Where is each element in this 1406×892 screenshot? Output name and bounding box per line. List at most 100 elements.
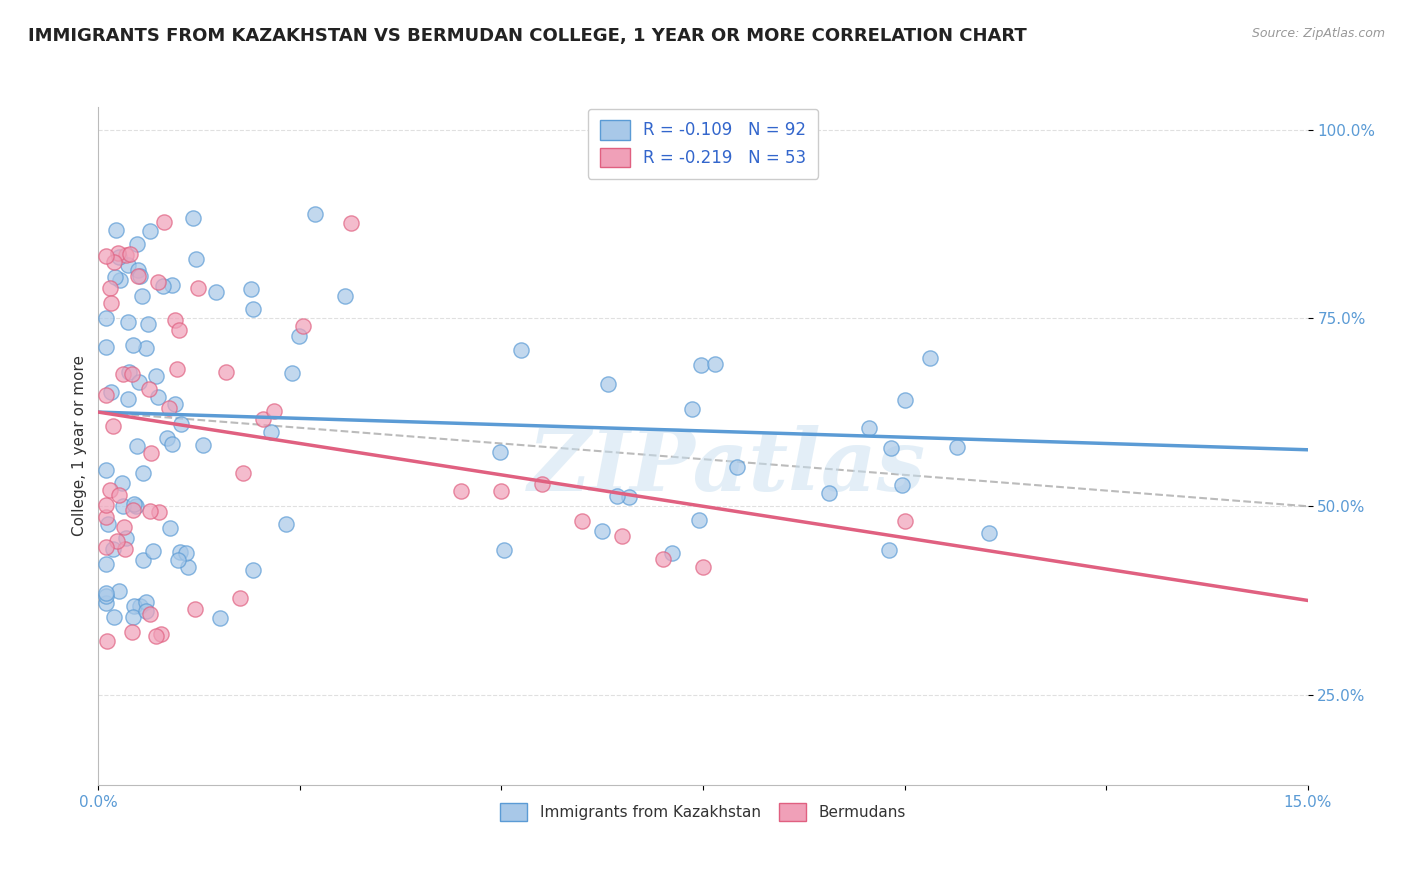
Point (333, 289, 356, 303)
Point (152, 279, 174, 293)
Point (661, 546, 683, 560)
Point (111, 475, 134, 490)
Point (651, 552, 673, 566)
Point (142, 543, 165, 558)
Point (232, 467, 254, 481)
Point (127, 263, 149, 277)
Point (184, 602, 207, 616)
Point (138, 504, 160, 518)
Point (184, 252, 207, 267)
Point (252, 412, 274, 426)
Point (114, 541, 136, 556)
Point (692, 559, 714, 574)
Point (97, 516, 120, 531)
Point (98, 483, 121, 497)
Y-axis label: College, 1 year or more: College, 1 year or more (72, 356, 87, 536)
Point (96, 310, 118, 325)
Point (105, 533, 128, 548)
Point (145, 369, 167, 384)
Point (858, 421, 880, 435)
Point (689, 358, 711, 372)
Point (108, 250, 131, 264)
Point (681, 401, 703, 416)
Point (96, 596, 118, 610)
Point (612, 529, 634, 543)
Point (146, 275, 169, 289)
Point (492, 542, 515, 557)
Point (169, 545, 191, 559)
Point (167, 552, 190, 566)
Point (121, 624, 143, 639)
Point (100, 281, 122, 295)
Point (117, 315, 139, 329)
Point (96, 340, 118, 354)
Point (918, 351, 941, 365)
Point (112, 367, 135, 381)
Point (96, 388, 118, 402)
Point (118, 365, 141, 379)
Point (617, 491, 640, 505)
Point (215, 365, 238, 379)
Point (117, 258, 139, 272)
Point (131, 289, 153, 303)
Point (127, 268, 149, 283)
Point (127, 439, 149, 453)
Point (107, 246, 129, 260)
Text: Source: ZipAtlas.com: Source: ZipAtlas.com (1251, 27, 1385, 40)
Point (340, 216, 363, 230)
Point (117, 392, 139, 407)
Point (107, 584, 129, 599)
Point (174, 546, 197, 560)
Point (209, 611, 232, 625)
Point (104, 223, 127, 237)
Point (274, 517, 297, 532)
Point (818, 485, 841, 500)
Point (103, 542, 125, 557)
Point (880, 442, 903, 456)
Point (242, 301, 264, 316)
Point (96, 540, 118, 554)
Point (491, 484, 513, 499)
Point (103, 254, 125, 268)
Point (450, 484, 472, 499)
Point (596, 376, 619, 391)
Point (893, 514, 915, 528)
Point (96, 463, 118, 477)
Point (263, 404, 285, 418)
Point (150, 627, 173, 641)
Point (166, 361, 188, 376)
Point (110, 272, 132, 286)
Point (193, 438, 215, 452)
Point (148, 504, 170, 518)
Point (128, 269, 150, 284)
Point (288, 329, 311, 343)
Point (124, 499, 146, 513)
Point (96, 634, 118, 648)
Text: IMMIGRANTS FROM KAZAKHSTAN VS BERMUDAN COLLEGE, 1 YEAR OR MORE CORRELATION CHART: IMMIGRANTS FROM KAZAKHSTAN VS BERMUDAN C… (28, 27, 1026, 45)
Point (122, 503, 145, 517)
Point (114, 248, 136, 262)
Point (242, 564, 264, 578)
Point (122, 599, 145, 613)
Point (96, 248, 118, 262)
Point (96, 498, 118, 512)
Point (118, 247, 141, 261)
Point (260, 425, 283, 440)
Point (136, 317, 159, 331)
Point (115, 531, 138, 545)
Point (725, 460, 748, 475)
Point (170, 417, 193, 432)
Point (138, 223, 160, 237)
Point (121, 368, 143, 382)
Point (104, 269, 127, 284)
Point (100, 295, 122, 310)
Point (157, 401, 180, 416)
Point (122, 609, 145, 624)
Text: ZIPatlas: ZIPatlas (529, 425, 927, 508)
Point (165, 397, 187, 411)
Point (160, 277, 183, 292)
Point (181, 211, 204, 225)
Point (96, 510, 118, 524)
Point (114, 520, 136, 534)
Point (132, 552, 155, 566)
